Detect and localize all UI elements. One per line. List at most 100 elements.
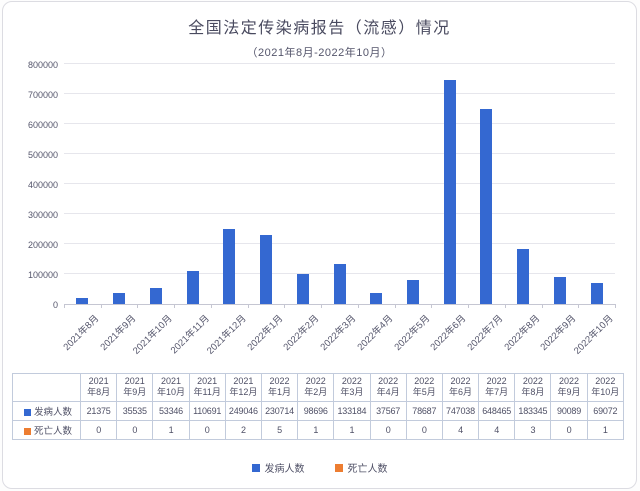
- table-header-cell: 2022 年4月: [369, 373, 407, 402]
- y-tick-label: 100000: [27, 270, 58, 280]
- table-value-cell: 98696: [297, 401, 335, 421]
- x-axis-tick: [321, 304, 323, 308]
- y-tick-label: 300000: [27, 210, 58, 220]
- bar-series-0: [186, 270, 199, 304]
- bar-series-0: [296, 274, 309, 304]
- table-header-cell: 2021 年11月: [188, 373, 226, 402]
- series-swatch: [23, 409, 31, 416]
- x-axis-tick: [100, 304, 102, 308]
- legend-swatch: [251, 463, 260, 472]
- table-value-cell: 4: [478, 420, 516, 440]
- grid-line: [64, 243, 615, 244]
- table-header-cell: 2021 年8月: [79, 373, 118, 402]
- plot-area: 0 100000 200000 300000 400000 500000 600000 700…: [28, 60, 616, 357]
- table-header-cell: 2021 年9月: [116, 373, 154, 402]
- bar-series-0: [223, 229, 236, 304]
- table-value-cell: 110691: [188, 401, 226, 421]
- table-value-cell: 1: [586, 420, 625, 440]
- bar-series-0: [480, 109, 493, 304]
- x-axis-tick: [394, 304, 396, 308]
- table-value-cell: 1: [333, 420, 371, 440]
- table-value-cell: 5: [260, 420, 299, 440]
- y-tick-label: 700000: [27, 90, 58, 100]
- table-header-cell: 2022 年5月: [405, 373, 443, 402]
- table-value-cell: 648465: [478, 401, 516, 421]
- table-value-cell: 90089: [550, 401, 588, 421]
- legend-label: 发病人数: [264, 464, 305, 475]
- x-tick-label: 2022年5月: [391, 313, 432, 354]
- table-value-cell: 0: [550, 420, 588, 440]
- bar-series-0: [517, 249, 530, 304]
- x-axis-tick: [284, 304, 286, 308]
- table-value-cell: 0: [405, 420, 443, 440]
- table-value-cell: 53346: [152, 401, 190, 421]
- grid-line: [64, 93, 615, 94]
- table-value-cell: 230714: [260, 401, 299, 421]
- x-axis-tick: [468, 304, 470, 308]
- bar-series-0: [260, 234, 273, 304]
- bar-series-0: [76, 297, 89, 304]
- table-header-cell: 2022 年2月: [297, 373, 335, 402]
- bar-series-0: [149, 288, 162, 304]
- x-axis-tick: [174, 304, 176, 308]
- x-axis-tick: [578, 304, 580, 308]
- grid-line: [64, 63, 615, 64]
- x-tick-label: 2022年7月: [465, 313, 506, 354]
- x-tick-label: 2021年8月: [61, 313, 102, 354]
- table-header-cell: 2022 年9月: [550, 373, 588, 402]
- chart-subtitle: （2021年8月-2022年10月）: [246, 47, 393, 59]
- table-value-cell: 0: [188, 420, 226, 440]
- table-header-cell: 2022 年10月: [586, 373, 625, 402]
- table-value-cell: 35535: [116, 401, 154, 421]
- table-value-cell: 0: [369, 420, 407, 440]
- grid-line: [64, 153, 615, 154]
- table-value-cell: 37567: [369, 401, 407, 421]
- y-tick-label: 400000: [27, 180, 58, 190]
- x-axis-tick: [247, 304, 249, 308]
- legend-item: 发病人数: [251, 460, 305, 475]
- table-header-cell: 2021 年10月: [152, 373, 190, 402]
- table-header-cell: 2022 年3月: [333, 373, 371, 402]
- table-header-cell: 2022 年1月: [260, 373, 299, 402]
- table-header-cell: 2022 年8月: [514, 373, 552, 402]
- x-axis-tick: [541, 304, 543, 308]
- y-tick-label: 500000: [27, 150, 58, 160]
- y-tick-label: 200000: [27, 240, 58, 250]
- x-axis-tick: [137, 304, 139, 308]
- chart-title: 全国法定传染病报告（流感）情况: [188, 20, 451, 37]
- bar-series-0: [553, 276, 566, 304]
- table-value-cell: 183345: [514, 401, 552, 421]
- bar-series-0: [333, 264, 346, 304]
- data-table: 2021 年8月 2021 年9月 2021 年10月 2021 年11月 2021 年12月 20…: [12, 373, 625, 440]
- grid-line: [64, 183, 615, 184]
- table-value-cell: 1: [297, 420, 335, 440]
- table-value-cell: 21375: [79, 401, 118, 421]
- grid-line: [64, 123, 615, 124]
- bar-series-0: [590, 283, 603, 304]
- y-tick-label: 600000: [27, 120, 58, 130]
- x-tick-label: 2022年8月: [502, 313, 543, 354]
- x-axis-tick: [431, 304, 433, 308]
- table-value-cell: 249046: [224, 401, 262, 421]
- table-row-label: 死亡人数: [12, 420, 81, 440]
- series-swatch: [23, 428, 31, 435]
- table-value-cell: 0: [116, 420, 154, 440]
- x-axis-tick: [64, 304, 65, 308]
- table-value-cell: 1: [152, 420, 190, 440]
- y-tick-label: 0: [52, 300, 58, 310]
- legend-swatch: [334, 463, 343, 472]
- x-axis-tick: [615, 304, 616, 308]
- x-tick-label: 2022年6月: [428, 313, 469, 354]
- grid-line: [64, 213, 615, 214]
- table-value-cell: 4: [441, 420, 480, 440]
- table-value-cell: 69072: [586, 401, 625, 421]
- bar-series-0: [443, 79, 456, 304]
- legend-item: 死亡人数: [334, 460, 388, 475]
- y-tick-label: 800000: [27, 60, 58, 70]
- table-value-cell: 747038: [441, 401, 480, 421]
- chart-legend: 发病人数 死亡人数: [3, 460, 636, 475]
- legend-label: 死亡人数: [347, 464, 388, 475]
- x-axis-tick: [357, 304, 359, 308]
- x-axis-tick: [210, 304, 212, 308]
- table-value-cell: 78687: [405, 401, 443, 421]
